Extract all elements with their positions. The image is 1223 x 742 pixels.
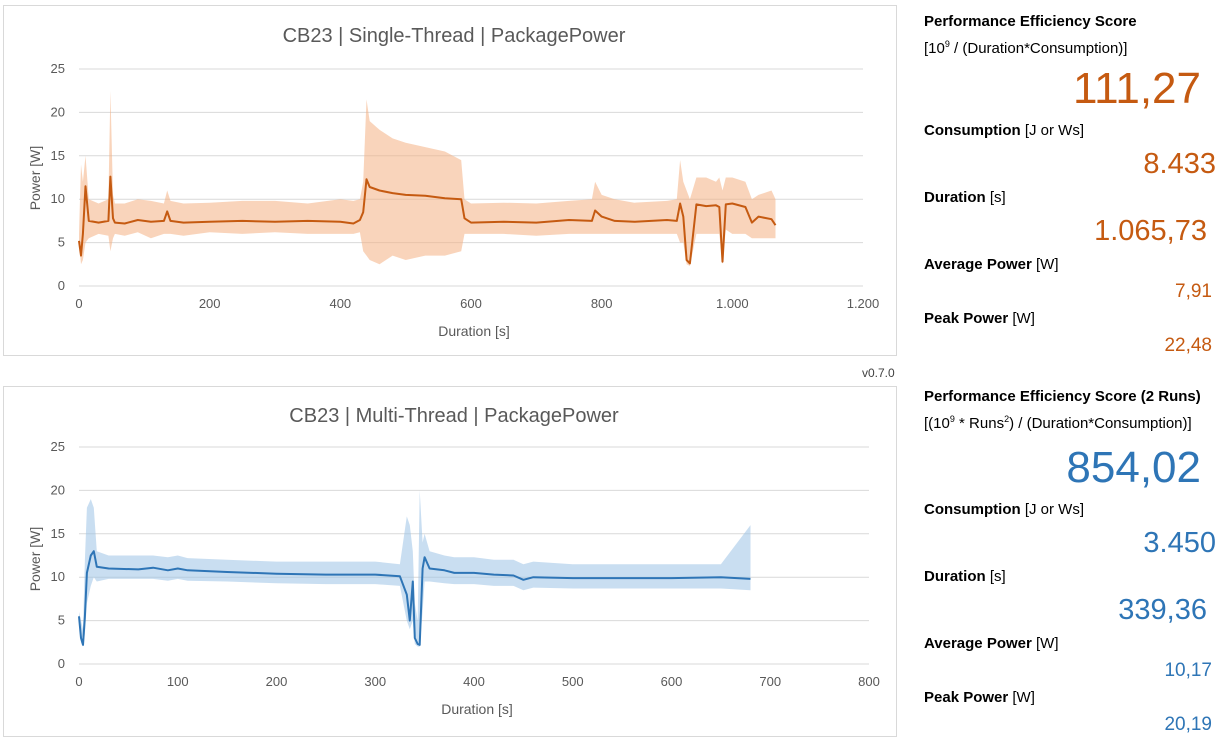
- x-tick-label: 200: [266, 674, 288, 689]
- average-power-label: Average Power [W]: [924, 635, 1059, 652]
- x-tick-label: 800: [858, 674, 880, 689]
- score-label: Performance Efficiency Score (2 Runs): [924, 388, 1201, 405]
- consumption-unit: [J or Ws]: [1020, 501, 1084, 518]
- x-axis-label: Duration [s]: [438, 323, 510, 339]
- y-tick-label: 5: [58, 235, 65, 250]
- duration-label-text: Duration: [924, 568, 986, 585]
- average-power-unit: [W]: [1031, 635, 1059, 652]
- peak-power-label-text: Peak Power: [924, 310, 1009, 327]
- duration-value: 339,36: [1118, 594, 1207, 626]
- multi-thread-chart: CB23 | Multi-Thread | PackagePower Durat…: [3, 386, 897, 737]
- y-tick-label: 20: [51, 482, 65, 497]
- peak-power-unit: [W]: [1008, 689, 1035, 706]
- consumption-value: 8.433: [1143, 148, 1216, 180]
- formula-exponent: 9: [949, 414, 955, 424]
- version-label: v0.7.0: [862, 366, 895, 380]
- peak-power-value: 20,19: [1164, 714, 1212, 735]
- power-range-band: [79, 90, 776, 266]
- score-label-text: Performance Efficiency Score: [924, 13, 1137, 30]
- duration-label: Duration [s]: [924, 568, 1006, 585]
- average-power-label-text: Average Power: [924, 256, 1032, 273]
- score-label-text: Performance Efficiency Score (2 Runs): [924, 388, 1201, 405]
- x-tick-label: 300: [364, 674, 386, 689]
- y-tick-label: 15: [51, 148, 65, 163]
- x-tick-label: 800: [591, 296, 613, 311]
- y-tick-label: 10: [51, 191, 65, 206]
- x-tick-label: 400: [463, 674, 485, 689]
- score-value: 111,27: [1072, 64, 1201, 113]
- formula-part: / (Duration*Consumption)]: [949, 40, 1128, 57]
- score-formula: [(109 * Runs2) / (Duration*Consumption)]: [924, 414, 1192, 432]
- formula-exponent: 9: [944, 39, 950, 49]
- formula-part: ) / (Duration*Consumption)]: [1009, 415, 1192, 432]
- formula-part: [10: [924, 40, 945, 57]
- y-tick-label: 0: [58, 278, 65, 293]
- duration-unit: [s]: [985, 568, 1006, 585]
- consumption-label: Consumption [J or Ws]: [924, 122, 1084, 139]
- consumption-value: 3.450: [1143, 527, 1216, 559]
- y-tick-label: 20: [51, 104, 65, 119]
- score-value: 854,02: [1066, 443, 1201, 492]
- x-tick-label: 500: [562, 674, 584, 689]
- duration-label: Duration [s]: [924, 189, 1006, 206]
- x-tick-label: 100: [167, 674, 189, 689]
- plot-area: 0 5 10 15 20 25 0 100 200 300 400 500 600 700 800: [51, 439, 880, 689]
- average-power-unit: [W]: [1031, 256, 1059, 273]
- y-tick-label: 25: [51, 61, 65, 76]
- y-tick-label: 15: [51, 526, 65, 541]
- average-power-value: 7,91: [1175, 281, 1212, 302]
- plot-area: 0 5 10 15 20 25 0 200 400 600 800 1.000 1.200: [51, 61, 880, 311]
- score-formula: [109 / (Duration*Consumption)]: [924, 39, 1127, 57]
- x-tick-label: 600: [460, 296, 482, 311]
- average-power-label-text: Average Power: [924, 635, 1032, 652]
- duration-unit: [s]: [985, 189, 1006, 206]
- y-tick-label: 25: [51, 439, 65, 454]
- peak-power-label: Peak Power [W]: [924, 689, 1035, 706]
- x-tick-label: 0: [75, 296, 82, 311]
- average-power-value: 10,17: [1164, 660, 1212, 681]
- formula-part: [(10: [924, 415, 950, 432]
- consumption-label: Consumption [J or Ws]: [924, 501, 1084, 518]
- x-tick-label: 600: [661, 674, 683, 689]
- consumption-unit: [J or Ws]: [1020, 122, 1084, 139]
- multi-thread-chart-svg: CB23 | Multi-Thread | PackagePower Durat…: [27, 405, 880, 717]
- formula-exponent: 2: [1004, 414, 1010, 424]
- chart-title: CB23 | Multi-Thread | PackagePower: [289, 405, 619, 427]
- peak-power-label-text: Peak Power: [924, 689, 1009, 706]
- peak-power-value: 22,48: [1164, 335, 1212, 356]
- y-tick-label: 5: [58, 613, 65, 628]
- x-tick-label: 0: [75, 674, 82, 689]
- single-thread-chart: CB23 | Single-Thread | PackagePower Dura…: [3, 5, 897, 356]
- chart-title: CB23 | Single-Thread | PackagePower: [283, 25, 626, 47]
- x-tick-label: 1.200: [847, 296, 880, 311]
- x-axis-label: Duration [s]: [441, 701, 513, 717]
- peak-power-label: Peak Power [W]: [924, 310, 1035, 327]
- duration-label-text: Duration: [924, 189, 986, 206]
- average-power-label: Average Power [W]: [924, 256, 1059, 273]
- y-tick-label: 0: [58, 656, 65, 671]
- peak-power-unit: [W]: [1008, 310, 1035, 327]
- x-tick-label: 400: [329, 296, 351, 311]
- consumption-label-text: Consumption: [924, 501, 1021, 518]
- power-series-line: [78, 175, 777, 265]
- y-tick-label: 10: [51, 569, 65, 584]
- y-axis-label: Power [W]: [27, 146, 43, 211]
- power-series-line: [78, 550, 751, 646]
- formula-part: * Runs: [954, 415, 1005, 432]
- y-axis-label: Power [W]: [27, 527, 43, 592]
- x-tick-label: 1.000: [716, 296, 749, 311]
- x-tick-label: 700: [759, 674, 781, 689]
- score-label: Performance Efficiency Score: [924, 13, 1137, 30]
- consumption-label-text: Consumption: [924, 122, 1021, 139]
- x-tick-label: 200: [199, 296, 221, 311]
- single-thread-chart-svg: CB23 | Single-Thread | PackagePower Dura…: [27, 25, 880, 339]
- duration-value: 1.065,73: [1094, 215, 1207, 247]
